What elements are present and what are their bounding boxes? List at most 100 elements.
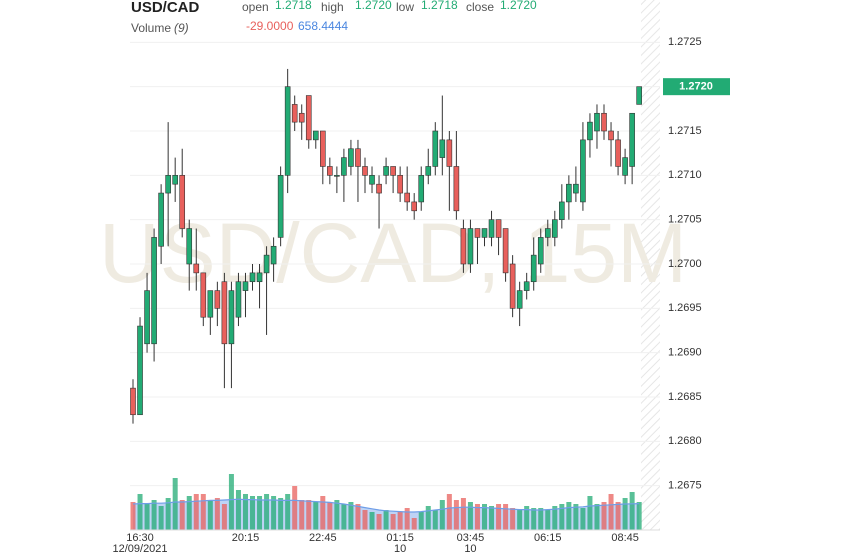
- volume-bar: [165, 498, 171, 530]
- candle-body: [193, 263, 200, 274]
- volume-bar: [214, 498, 220, 530]
- ohlc-label: low: [396, 0, 414, 14]
- candle-body: [467, 228, 474, 265]
- candle-body: [270, 245, 277, 265]
- candle-body: [608, 130, 614, 141]
- volume-bar: [186, 496, 192, 530]
- volume-bar: [355, 504, 361, 530]
- volume-bar: [200, 494, 206, 530]
- volume-bar: [320, 496, 326, 530]
- volume-bar: [573, 504, 579, 530]
- candle-body: [158, 192, 164, 247]
- volume-bar: [636, 502, 642, 530]
- volume-bar: [474, 504, 480, 530]
- candle-body: [369, 175, 375, 185]
- y-tick-label: 1.2675: [668, 480, 702, 492]
- candle-body: [495, 219, 502, 238]
- x-tick-label: 03:45: [457, 532, 485, 544]
- volume-bar: [278, 498, 284, 530]
- volume-bar: [383, 510, 389, 530]
- candle-body: [460, 228, 467, 265]
- ohlc-value: 1.2718: [421, 0, 458, 12]
- x-tick-label: 06:15: [534, 532, 562, 544]
- candle-body: [235, 281, 242, 318]
- volume-bar: [221, 504, 227, 530]
- candle-body: [453, 166, 460, 212]
- candle-body: [481, 228, 488, 238]
- volume-bar: [369, 512, 375, 530]
- x-tick-label: 22:45: [309, 532, 337, 544]
- volume-bar: [467, 502, 473, 530]
- volume-bar: [285, 494, 291, 530]
- volume-bar: [503, 504, 509, 530]
- candle-body: [594, 112, 600, 132]
- symbol-title: USD/CAD: [131, 0, 200, 16]
- candle-body: [249, 272, 256, 283]
- volume-label: Volume: [131, 21, 171, 35]
- volume-bar: [460, 498, 466, 530]
- volume-ma-line: [132, 498, 640, 513]
- ohlc-label: close: [466, 0, 494, 14]
- volume-bar: [193, 494, 199, 530]
- volume-bar: [390, 514, 396, 530]
- volume-bar: [306, 500, 312, 530]
- ohlc-label: open: [242, 0, 269, 14]
- x-tick-sublabel: 10: [394, 543, 406, 555]
- candle-body: [151, 237, 157, 345]
- candle-body: [137, 325, 143, 416]
- y-tick-label: 1.2700: [668, 258, 702, 270]
- candle-body: [615, 139, 621, 167]
- candle-body: [629, 112, 635, 167]
- candle-body: [622, 157, 628, 176]
- candle-body: [530, 254, 537, 283]
- candle-body: [432, 130, 439, 167]
- volume-ma-value: 658.4444: [298, 19, 348, 33]
- volume-bar: [334, 500, 340, 530]
- candle-body: [516, 290, 523, 309]
- candle-body: [305, 95, 312, 141]
- candle-body: [425, 166, 432, 176]
- volume-bar: [531, 508, 537, 530]
- volume-change: -29.0000: [246, 19, 294, 33]
- y-tick-label: 1.2715: [668, 125, 702, 137]
- candle-body: [277, 175, 284, 238]
- candle-body: [418, 175, 425, 203]
- volume-bar: [482, 504, 487, 530]
- volume-pane: [130, 474, 642, 530]
- candle-body: [172, 175, 178, 185]
- candle-body: [446, 139, 453, 167]
- y-tick-label: 1.2680: [668, 435, 702, 447]
- last-price-label: 1.2720: [679, 81, 713, 93]
- volume-bar: [313, 502, 319, 530]
- candle-body: [362, 166, 368, 176]
- candle-body: [411, 201, 418, 212]
- candles: [130, 68, 642, 424]
- y-tick-label: 1.2685: [668, 391, 702, 403]
- candle-body: [334, 175, 340, 177]
- volume-bar: [228, 474, 234, 530]
- candle-body: [291, 104, 298, 123]
- volume-bar: [271, 496, 277, 530]
- volume-bar: [250, 496, 256, 530]
- candle-body: [636, 86, 642, 105]
- candle-body: [341, 157, 347, 176]
- volume-bar: [179, 500, 185, 530]
- candle-body: [130, 387, 136, 416]
- volume-bar: [144, 504, 150, 530]
- candle-body: [221, 281, 228, 345]
- y-tick-label: 1.2710: [668, 169, 702, 181]
- volume-bar: [587, 496, 593, 530]
- volume-bar: [376, 514, 382, 530]
- candle-body: [551, 219, 558, 238]
- candle-body: [348, 148, 354, 167]
- volume-bar: [622, 498, 628, 530]
- volume-bar: [615, 502, 621, 530]
- volume-bar: [580, 508, 586, 530]
- y-tick-label: 1.2690: [668, 347, 702, 359]
- volume-bar: [348, 502, 354, 530]
- candle-body: [488, 219, 495, 238]
- candle-body: [509, 263, 516, 309]
- grid: [130, 41, 660, 487]
- candle-body: [242, 281, 249, 291]
